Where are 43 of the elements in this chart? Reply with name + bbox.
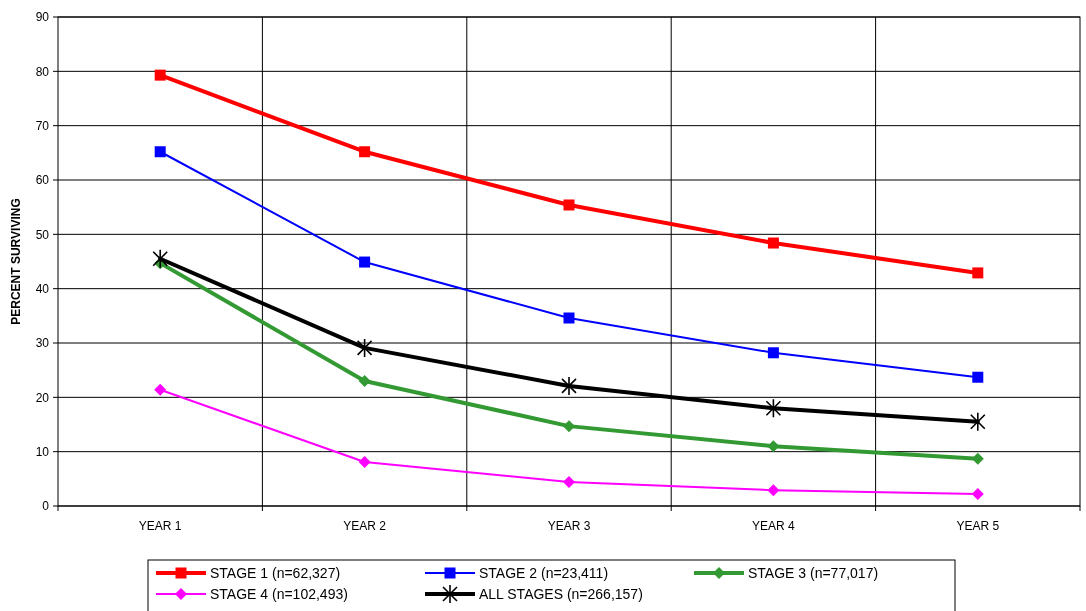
point [358,455,371,468]
point [154,383,167,396]
y-tick-label: 40 [35,281,50,296]
point [767,237,779,249]
point [767,484,780,497]
point [563,476,575,489]
y-tick-label: 50 [35,227,50,242]
point [356,338,373,358]
y-tick-label: 70 [35,118,50,133]
x-tick-label: YEAR 4 [752,519,796,533]
point [765,398,782,418]
point [563,420,575,433]
y-tick-label: 60 [35,173,50,188]
y-axis-title: PERCENT SURVIVING [9,198,23,325]
point [359,146,371,158]
legend-label: ALL STAGES (n=266,157) [479,585,643,602]
point [152,248,168,269]
point [970,411,986,432]
y-tick-label: 10 [35,444,50,459]
legend-label: STAGE 1 (n=62,327) [210,564,341,581]
point [563,312,575,324]
y-tick-label: 80 [35,64,50,79]
legend-label: STAGE 3 (n=77,017) [748,564,879,581]
y-tick-label: 90 [35,10,50,25]
point [971,488,984,501]
point [359,256,371,268]
x-tick-label: YEAR 5 [956,519,1000,533]
x-tick-label: YEAR 2 [343,519,387,533]
point [358,375,371,388]
point [154,69,166,81]
point [563,199,575,211]
legend-label: STAGE 4 (n=102,493) [210,585,348,602]
point [154,146,166,158]
y-tick-label: 0 [42,499,50,514]
x-tick-label: YEAR 3 [547,519,591,533]
y-tick-label: 30 [35,336,50,351]
point [767,347,779,359]
y-tick-label: 20 [35,390,50,405]
point [972,371,984,383]
point [972,267,984,279]
legend-label: STAGE 2 (n=23,411) [479,564,609,581]
x-tick-label: YEAR 1 [138,519,182,533]
point [561,376,577,396]
